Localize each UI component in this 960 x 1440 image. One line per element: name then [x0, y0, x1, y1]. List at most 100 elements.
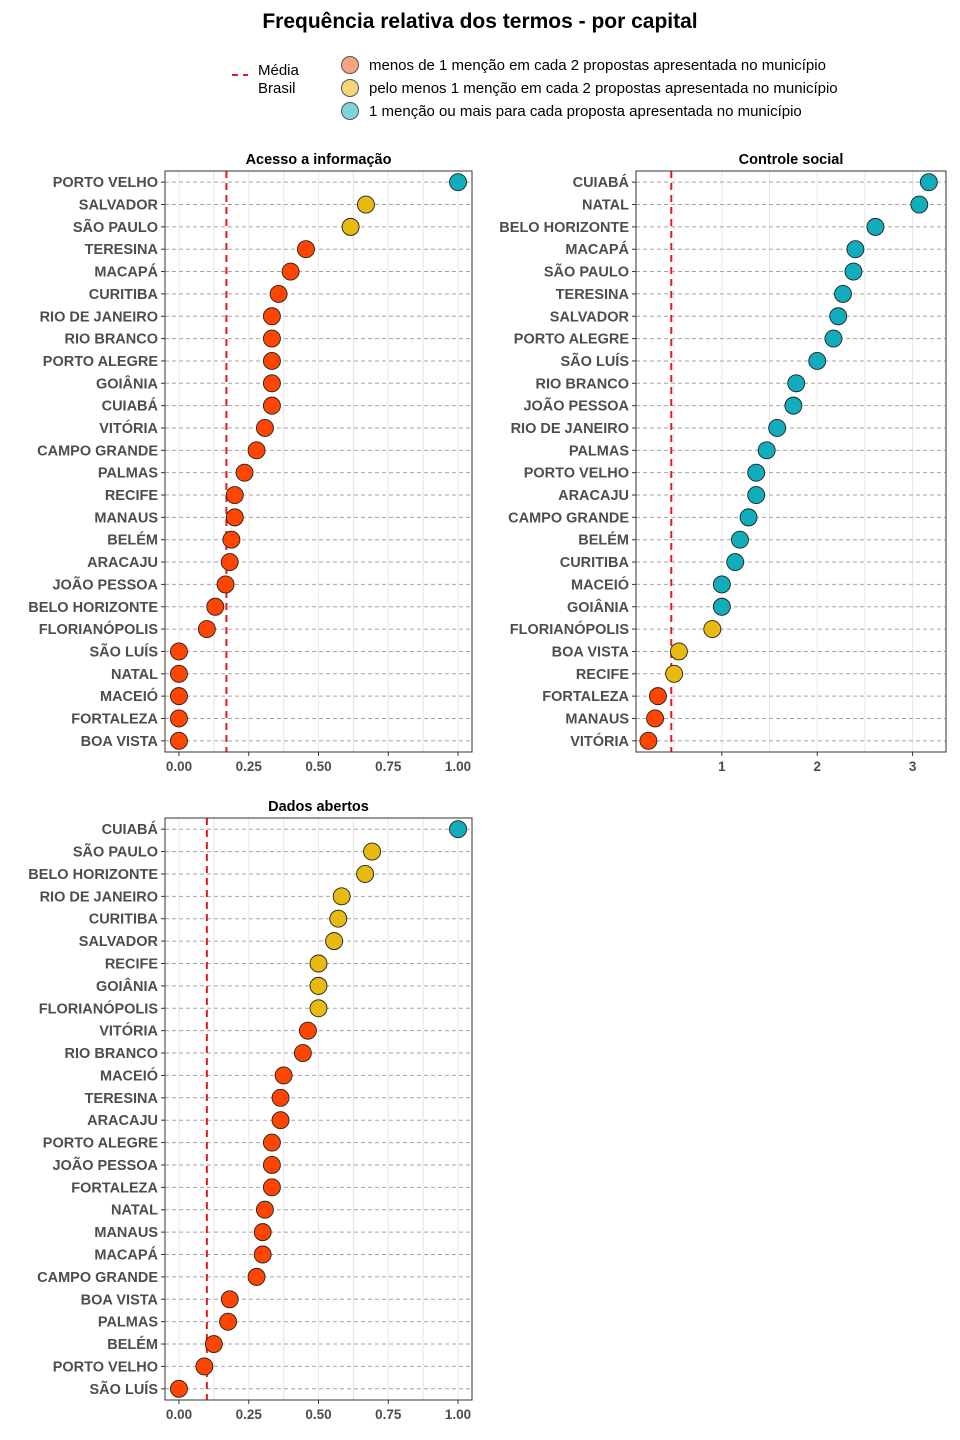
y-tick-label: RECIFE [576, 667, 630, 683]
x-tick-label: 0.75 [375, 759, 402, 774]
data-point [844, 262, 863, 281]
y-tick-label: NATAL [111, 667, 158, 683]
y-tick-label: CAMPO GRANDE [37, 1270, 158, 1286]
x-tick-label: 0.50 [305, 1407, 331, 1422]
data-point [195, 1357, 214, 1376]
y-tick-label: TERESINA [85, 1091, 159, 1107]
data-point [271, 1088, 290, 1107]
data-point [262, 307, 281, 326]
y-tick-label: MANAUS [94, 510, 158, 526]
data-point [170, 664, 188, 683]
panel-2: Dados abertos CUIABÁ SÃO PAULO BELO HORIZON… [28, 799, 473, 1422]
y-tick-label: RECIFE [105, 488, 159, 504]
data-point [910, 195, 929, 214]
data-point [204, 1335, 223, 1353]
y-tick-label: FLORIANÓPOLIS [510, 620, 630, 638]
data-point [325, 932, 344, 951]
y-tick-label: GOIÂNIA [567, 598, 630, 616]
y-tick-label: PALMAS [98, 466, 158, 482]
x-tick-label: 1.00 [445, 1407, 471, 1422]
x-tick-label: 3 [909, 759, 917, 774]
data-point [298, 1021, 317, 1040]
data-point [356, 865, 375, 883]
data-point [919, 173, 938, 192]
y-tick-label: TERESINA [556, 287, 630, 303]
y-tick-label: SÃO PAULO [73, 843, 158, 861]
data-point [332, 887, 351, 906]
y-tick-label: CURITIBA [89, 912, 159, 928]
data-point [220, 553, 239, 572]
y-tick-label: BELÉM [578, 532, 629, 549]
data-point [262, 351, 281, 370]
y-tick-label: NATAL [111, 1203, 158, 1219]
data-point [170, 642, 188, 661]
data-point [225, 508, 244, 527]
data-point [866, 217, 885, 236]
data-point [247, 1267, 266, 1286]
y-tick-label: PALMAS [569, 443, 629, 459]
y-tick-label: VITÓRIA [99, 1022, 158, 1040]
x-tick-label: 0.50 [305, 759, 331, 774]
data-point [639, 731, 658, 750]
y-tick-label: PALMAS [98, 1315, 158, 1331]
data-point [665, 664, 684, 683]
y-tick-label: JOÃO PESSOA [523, 397, 629, 415]
data-point [309, 999, 328, 1018]
data-point [712, 575, 731, 594]
y-tick-label: RIO BRANCO [65, 332, 158, 348]
figure-title: Frequência relativa dos termos - por cap… [262, 10, 697, 33]
y-tick-label: BELO HORIZONTE [28, 867, 158, 883]
data-point [255, 419, 274, 437]
y-tick-label: SÃO LUÍS [561, 352, 630, 370]
y-tick-label: RIO DE JANEIRO [40, 889, 158, 905]
legend-key-high [341, 102, 359, 120]
data-point [235, 463, 254, 482]
legend-item-high: 1 menção ou mais para cada proposta apre… [369, 103, 802, 120]
y-tick-label: MACEIÓ [571, 575, 629, 593]
data-point [220, 1290, 239, 1309]
panel-title: Controle social [739, 152, 844, 168]
data-point [293, 1044, 312, 1062]
data-point [846, 240, 865, 259]
y-tick-label: CURITIBA [89, 287, 159, 303]
data-point [281, 262, 300, 281]
data-point [768, 419, 787, 437]
y-tick-label: BELO HORIZONTE [499, 220, 629, 236]
y-tick-label: PORTO VELHO [53, 175, 158, 191]
y-tick-label: CAMPO GRANDE [37, 443, 158, 459]
data-point [262, 1156, 281, 1174]
data-point [271, 1111, 290, 1130]
legend-mean-label-2: Brasil [258, 80, 296, 97]
data-point [253, 1223, 272, 1242]
y-tick-label: PORTO ALEGRE [43, 1136, 159, 1152]
data-point [747, 486, 766, 504]
y-tick-label: JOÃO PESSOA [52, 1156, 158, 1174]
data-point [255, 1200, 274, 1219]
y-tick-label: PORTO ALEGRE [43, 354, 159, 370]
data-point [274, 1066, 293, 1085]
y-tick-label: SALVADOR [79, 198, 159, 214]
y-tick-label: PORTO ALEGRE [514, 332, 630, 348]
data-point [703, 620, 722, 639]
data-point [225, 486, 244, 504]
data-point [834, 284, 852, 303]
y-tick-label: CURITIBA [560, 555, 630, 571]
x-tick-label: 0.75 [375, 1407, 402, 1422]
y-tick-label: JOÃO PESSOA [52, 575, 158, 593]
data-point [269, 284, 288, 303]
panel-1: Controle social CUIABÁ NATAL BELO HORIZONTE… [499, 152, 947, 774]
y-tick-label: CUIABÁ [573, 174, 630, 191]
y-tick-label: RIO BRANCO [536, 376, 629, 392]
data-point [808, 351, 827, 370]
y-tick-label: BOA VISTA [81, 1292, 159, 1308]
y-tick-label: TERESINA [85, 242, 159, 258]
data-point [170, 687, 188, 706]
data-point [253, 1245, 272, 1264]
x-tick-label: 1 [718, 759, 726, 774]
data-point [341, 217, 360, 236]
y-tick-label: VITÓRIA [99, 419, 158, 437]
y-tick-label: ARACAJU [558, 488, 629, 504]
y-tick-label: MACEIÓ [100, 687, 158, 705]
data-point [219, 1312, 238, 1331]
data-point [363, 842, 382, 861]
